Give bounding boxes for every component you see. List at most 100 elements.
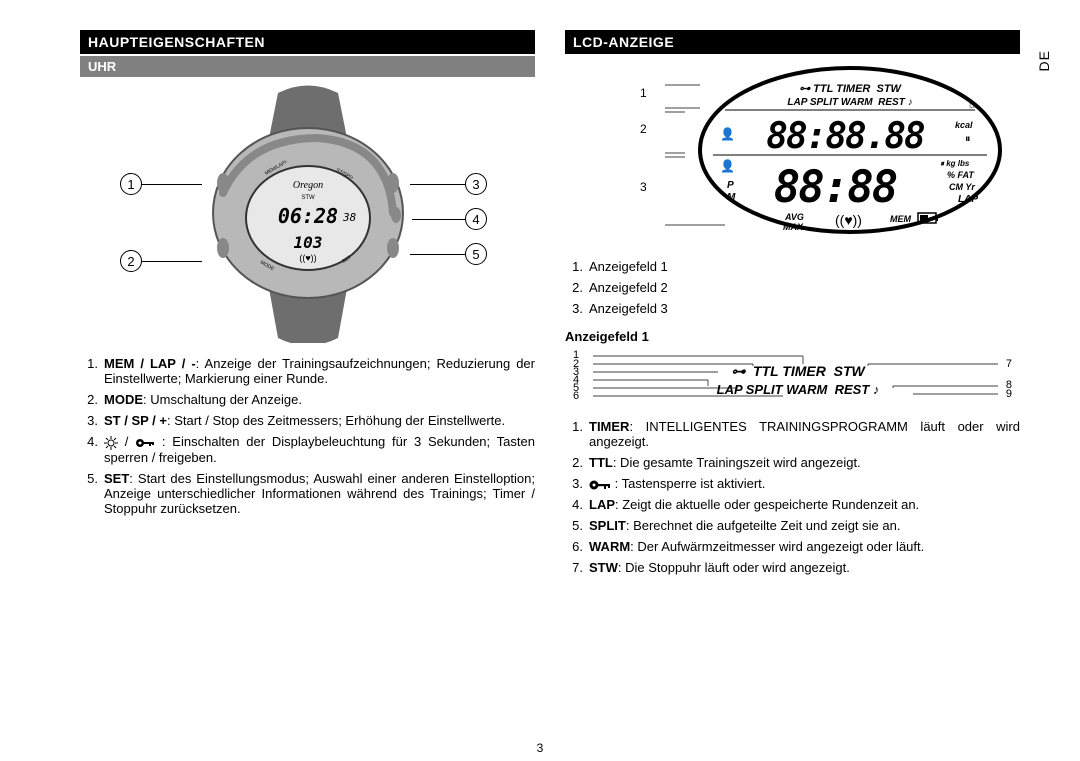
- list-item: 5.SPLIT: Berechnet die aufgeteilte Zeit …: [565, 515, 1020, 536]
- af1-num-9: 9: [1006, 388, 1012, 400]
- callout-circle-2: 2: [120, 250, 142, 272]
- item-num: 1.: [80, 356, 104, 386]
- icon-separator: /: [125, 434, 135, 449]
- item-text: LAP: Zeigt die aktuelle oder gespeichert…: [589, 497, 1020, 512]
- list-item: 1. MEM / LAP / -: Anzeige der Trainingsa…: [80, 353, 535, 389]
- item-text: / : Einschalten der Displaybeleuchtung f…: [104, 434, 535, 465]
- list-item: 2. MODE: Umschaltung der Anzeige.: [80, 389, 535, 410]
- item-text: SET: Start des Einstellungsmodus; Auswah…: [104, 471, 535, 516]
- svg-text:AVG: AVG: [784, 212, 804, 222]
- lcd-row-label-1: 1: [640, 86, 647, 100]
- item-text: TTL: Die gesamte Trainingszeit wird ange…: [589, 455, 1020, 470]
- svg-text:% FAT: % FAT: [947, 170, 975, 180]
- callout-circle-4: 4: [465, 208, 487, 230]
- page-container: HAUPTEIGENSCHAFTEN UHR Oregon STW 06:28 …: [0, 0, 1080, 588]
- svg-text:LAP: LAP: [958, 194, 978, 205]
- subheading-anzeigefeld1: Anzeigefeld 1: [565, 329, 1020, 344]
- list-item: 4. / : Einschalten der Displaybeleuchtun…: [80, 431, 535, 468]
- svg-text:STW: STW: [301, 195, 315, 201]
- left-column: HAUPTEIGENSCHAFTEN UHR Oregon STW 06:28 …: [80, 30, 535, 578]
- svg-text:103: 103: [293, 233, 322, 252]
- language-tab: DE: [1036, 50, 1052, 71]
- key-icon: [135, 437, 155, 449]
- key-icon: [589, 479, 611, 491]
- item-text: SPLIT: Berechnet die aufgeteilte Zeit un…: [589, 518, 1020, 533]
- field-list: 1.Anzeigefeld 1 2.Anzeigefeld 2 3.Anzeig…: [565, 256, 1020, 319]
- item-num: 7.: [565, 560, 589, 575]
- svg-text:Oregon: Oregon: [292, 180, 322, 191]
- svg-text:((♥)): ((♥)): [835, 212, 862, 228]
- item-text: TIMER: INTELLIGENTES TRAININGSPROGRAMM l…: [589, 419, 1020, 449]
- light-icon: [104, 436, 118, 450]
- svg-text:((♥)): ((♥)): [299, 253, 316, 263]
- callout-2: 2: [120, 250, 202, 272]
- svg-text:38: 38: [342, 211, 357, 224]
- heading-uhr: UHR: [80, 56, 535, 77]
- list-item: 4.LAP: Zeigt die aktuelle oder gespeiche…: [565, 494, 1020, 515]
- list-item: 1.TIMER: INTELLIGENTES TRAININGSPROGRAMM…: [565, 416, 1020, 452]
- item-num: 1.: [565, 419, 589, 449]
- lcd-row-label-2: 2: [640, 122, 647, 136]
- svg-text:kcal: kcal: [955, 120, 973, 130]
- item-num: 4.: [565, 497, 589, 512]
- callout-1: 1: [120, 173, 202, 195]
- svg-text:M: M: [727, 192, 736, 203]
- watch-diagram: Oregon STW 06:28 38 103 ((♥)) MEM/LAP/- …: [80, 83, 535, 353]
- svg-text:LAP SPLIT WARM REST ♪: LAP SPLIT WARM REST ♪: [716, 382, 879, 397]
- list-item: 3. ST / SP / +: Start / Stop des Zeitmes…: [80, 410, 535, 431]
- heading-lcd: LCD-ANZEIGE: [565, 30, 1020, 54]
- svg-text:⊶ TTL TIMER STW: ⊶ TTL TIMER STW: [731, 363, 866, 379]
- item-num: 3.: [565, 476, 589, 491]
- item-text: STW: Die Stoppuhr läuft oder wird angeze…: [589, 560, 1020, 575]
- lcd-illustration: ⊶ TTL TIMER STW LAP SPLIT WARM REST ♪ ☼ …: [665, 60, 1005, 240]
- list-item: 1.Anzeigefeld 1: [565, 256, 1020, 277]
- item-num: 3.: [80, 413, 104, 428]
- item-num: 2.: [80, 392, 104, 407]
- item-num: 1.: [565, 259, 589, 274]
- watch-illustration: Oregon STW 06:28 38 103 ((♥)) MEM/LAP/- …: [178, 83, 438, 343]
- lcd-row-label-3: 3: [640, 180, 647, 194]
- af1-num-6: 6: [573, 390, 579, 402]
- callout-circle-1: 1: [120, 173, 142, 195]
- list-item: 7.STW: Die Stoppuhr läuft oder wird ange…: [565, 557, 1020, 578]
- callout-3: 3: [410, 173, 487, 195]
- heading-haupteigenschaften: HAUPTEIGENSCHAFTEN: [80, 30, 535, 54]
- anzeigefeld1-diagram: ⊶ TTL TIMER STW LAP SPLIT WARM REST ♪: [565, 346, 1020, 416]
- item-text: : Tastensperre ist aktiviert.: [589, 476, 1020, 491]
- item-text: MEM / LAP / -: Anzeige der Trainingsaufz…: [104, 356, 535, 386]
- callout-4: 4: [412, 208, 487, 230]
- item-num: 6.: [565, 539, 589, 554]
- callout-circle-5: 5: [465, 243, 487, 265]
- af1-num-7: 7: [1006, 358, 1012, 370]
- item-text: Anzeigefeld 3: [589, 301, 1020, 316]
- svg-text:06:28: 06:28: [277, 204, 337, 228]
- item-text: ST / SP / +: Start / Stop des Zeitmesser…: [104, 413, 535, 428]
- item-text: MODE: Umschaltung der Anzeige.: [104, 392, 535, 407]
- svg-text:MEM: MEM: [890, 214, 912, 224]
- list-item: 2.TTL: Die gesamte Trainingszeit wird an…: [565, 452, 1020, 473]
- item-num: 5.: [565, 518, 589, 533]
- list-item: 6.WARM: Der Aufwärmzeitmesser wird angez…: [565, 536, 1020, 557]
- svg-text:☼: ☼: [967, 99, 977, 111]
- lcd-diagram: ⊶ TTL TIMER STW LAP SPLIT WARM REST ♪ ☼ …: [565, 60, 1020, 250]
- anzeigefeld1-illustration: ⊶ TTL TIMER STW LAP SPLIT WARM REST ♪: [573, 346, 1013, 416]
- svg-text:⏸ kg lbs: ⏸ kg lbs: [940, 159, 970, 168]
- svg-text:CM Yr: CM Yr: [949, 182, 975, 192]
- list-item: 3.Anzeigefeld 3: [565, 298, 1020, 319]
- item-num: 2.: [565, 455, 589, 470]
- svg-text:P: P: [727, 180, 734, 191]
- svg-text:88:88: 88:88: [774, 162, 897, 213]
- item-text: Anzeigefeld 1: [589, 259, 1020, 274]
- svg-text:88:88.88: 88:88.88: [766, 116, 924, 157]
- item-text: WARM: Der Aufwärmzeitmesser wird angezei…: [589, 539, 1020, 554]
- svg-text:MAX: MAX: [783, 222, 804, 232]
- svg-text:👤: 👤: [720, 127, 735, 141]
- list-item: 2.Anzeigefeld 2: [565, 277, 1020, 298]
- svg-text:LAP SPLIT WARM REST ♪: LAP SPLIT WARM REST ♪: [787, 97, 912, 108]
- left-feature-list: 1. MEM / LAP / -: Anzeige der Trainingsa…: [80, 353, 535, 519]
- svg-text:⏸: ⏸: [965, 133, 971, 145]
- item-num: 2.: [565, 280, 589, 295]
- callout-circle-3: 3: [465, 173, 487, 195]
- anzeigefeld1-list: 1.TIMER: INTELLIGENTES TRAININGSPROGRAMM…: [565, 416, 1020, 578]
- svg-text:⊶ TTL TIMER STW: ⊶ TTL TIMER STW: [799, 83, 902, 95]
